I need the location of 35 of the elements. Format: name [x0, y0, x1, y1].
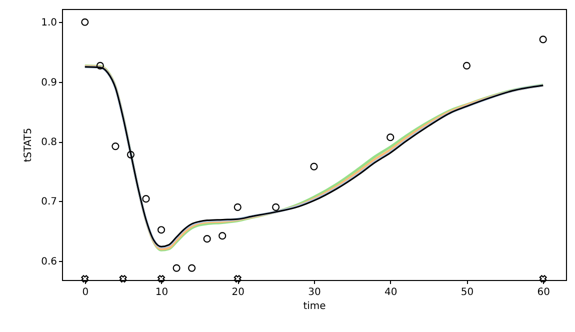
x-tick-label: 30	[308, 287, 321, 298]
y-tick-label: 0.9	[41, 77, 57, 88]
point	[96, 62, 104, 70]
point	[386, 134, 394, 142]
x-tick-label: 50	[460, 287, 474, 298]
point	[310, 162, 318, 170]
point	[203, 235, 211, 243]
point	[234, 203, 242, 211]
point	[142, 195, 150, 203]
y-axis-title: tSTAT5	[23, 128, 34, 162]
point	[188, 264, 196, 272]
point	[157, 226, 166, 234]
point	[119, 275, 127, 283]
y-tick-label: 1.0	[41, 18, 57, 29]
x-tick-label: 0	[82, 287, 89, 298]
x-tick-label: 20	[232, 287, 245, 298]
point	[462, 62, 471, 70]
y-tick-label: 0.7	[41, 196, 57, 208]
point	[172, 264, 180, 272]
point	[234, 275, 242, 283]
x-tick-label: 10	[155, 287, 168, 298]
point	[112, 142, 120, 150]
x-tick-label: 40	[384, 287, 398, 298]
point	[272, 203, 280, 211]
point	[539, 275, 547, 283]
x-tick-label: 60	[537, 287, 550, 298]
y-tick-label: 0.6	[41, 256, 57, 268]
point	[81, 275, 89, 283]
point	[539, 36, 547, 44]
point	[81, 18, 89, 26]
y-tick-label: 0.8	[41, 137, 57, 148]
x-axis-title: time	[303, 301, 326, 312]
point	[158, 275, 166, 283]
point	[126, 150, 135, 158]
point	[218, 232, 226, 240]
